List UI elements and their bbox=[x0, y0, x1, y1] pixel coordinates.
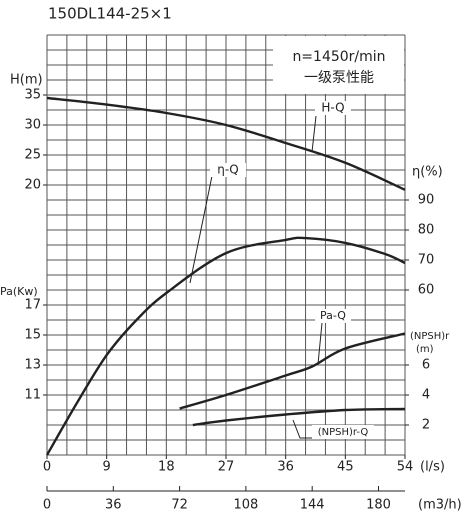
curve-label: H-Q bbox=[321, 101, 344, 115]
x2-tick-label: 72 bbox=[171, 498, 188, 513]
x2-tick-label: 36 bbox=[105, 498, 122, 513]
box-text: n=1450r/min bbox=[292, 49, 385, 65]
y4-tick-label: 4 bbox=[422, 388, 430, 403]
curve bbox=[46, 96, 406, 191]
label-bg bbox=[315, 101, 351, 115]
y-tick-label: 35 bbox=[24, 88, 41, 103]
leader-line bbox=[317, 322, 323, 365]
y-tick-label: 20 bbox=[24, 178, 41, 193]
x2-tick-label: 0 bbox=[43, 498, 51, 513]
y2-tick-label: 90 bbox=[418, 193, 435, 208]
chart-title: 150DL144-25×1 bbox=[48, 5, 172, 23]
curve-label: (NPSH)r-Q bbox=[318, 427, 369, 438]
box-text: 一级泵性能 bbox=[304, 70, 374, 86]
curve bbox=[192, 407, 406, 427]
curve bbox=[45, 236, 406, 456]
x-axis-label: (l/s) bbox=[420, 460, 445, 475]
label-bg bbox=[312, 425, 374, 439]
y4-axis-label: (NPSH)r bbox=[410, 331, 450, 342]
label-bg bbox=[315, 309, 351, 323]
x-tick-label: 45 bbox=[337, 460, 354, 475]
y2-tick-label: 70 bbox=[418, 253, 435, 268]
x-tick-label: 36 bbox=[277, 460, 294, 475]
y-axis-label: H(m) bbox=[10, 73, 43, 88]
x-tick-label: 27 bbox=[218, 460, 235, 475]
y4-axis-label: (m) bbox=[416, 344, 434, 355]
y3-tick-label: 17 bbox=[24, 298, 41, 313]
x2-tick-label: 180 bbox=[366, 498, 391, 513]
x2-axis-label: (m3/h) bbox=[418, 498, 462, 513]
y-tick-label: 25 bbox=[24, 148, 41, 163]
curve bbox=[179, 332, 406, 410]
y4-tick-label: 2 bbox=[422, 418, 430, 433]
x-tick-label: 54 bbox=[397, 460, 414, 475]
info-box bbox=[273, 36, 404, 94]
x-tick-label: 18 bbox=[158, 460, 175, 475]
y3-tick-label: 11 bbox=[24, 388, 41, 403]
curve-label: η-Q bbox=[217, 163, 238, 177]
leader-line bbox=[311, 115, 317, 153]
leader-line bbox=[189, 175, 213, 284]
x2-tick-label: 108 bbox=[233, 498, 258, 513]
x-tick-label: 9 bbox=[103, 460, 111, 475]
y2-tick-label: 60 bbox=[418, 283, 435, 298]
y3-tick-label: 13 bbox=[24, 358, 41, 373]
x-tick-label: 0 bbox=[43, 460, 51, 475]
y2-tick-label: 80 bbox=[418, 223, 435, 238]
curve-label: Pa-Q bbox=[320, 309, 346, 322]
y3-axis-label: Pa(Kw) bbox=[0, 285, 38, 298]
y2-axis-label: η(%) bbox=[412, 165, 443, 180]
y-tick-label: 30 bbox=[24, 118, 41, 133]
label-bg bbox=[210, 163, 246, 177]
y3-tick-label: 15 bbox=[24, 328, 41, 343]
y4-tick-label: 6 bbox=[422, 358, 430, 373]
x2-tick-label: 144 bbox=[300, 498, 325, 513]
